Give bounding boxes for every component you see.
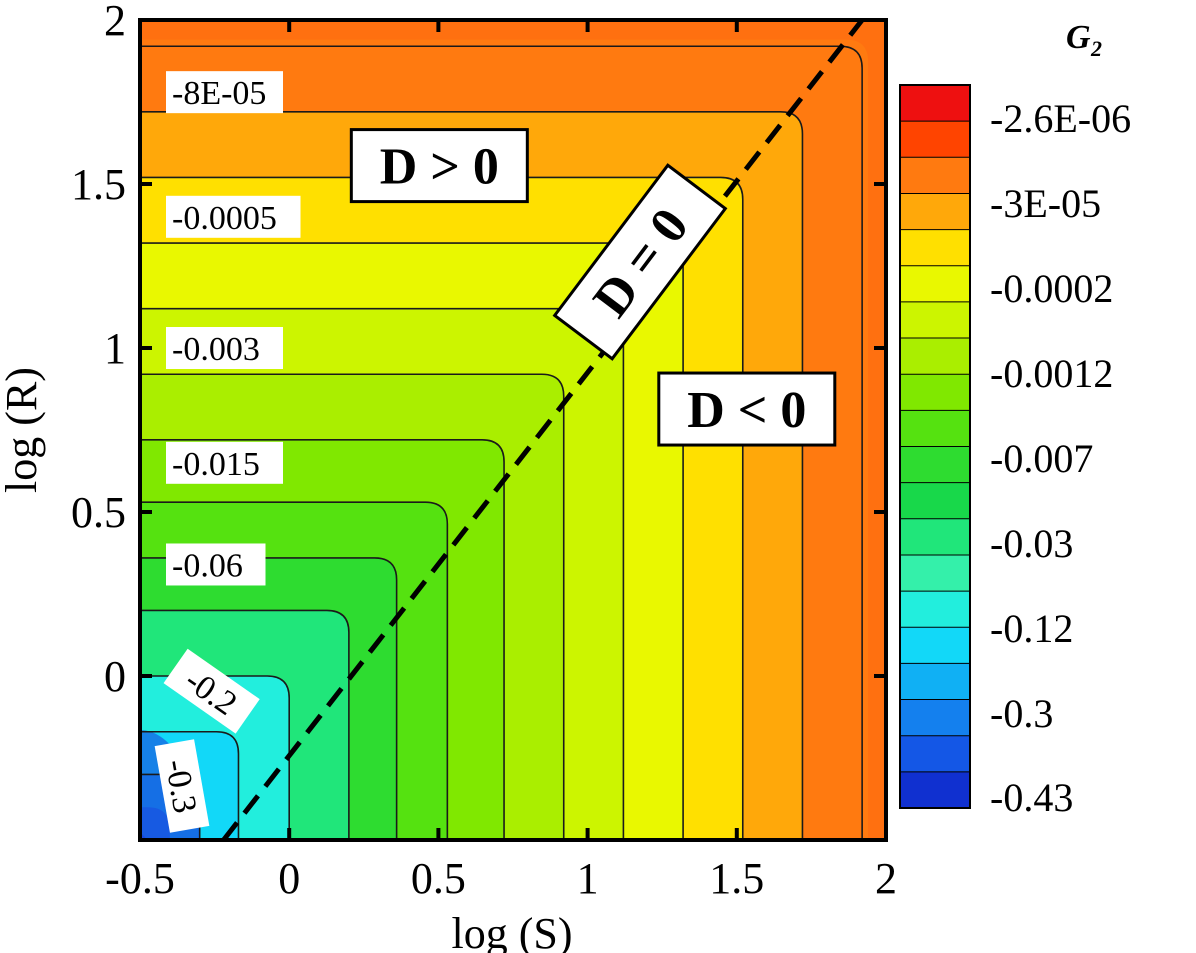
contour-label-bg <box>154 739 210 833</box>
y-axis-title: log (R) <box>0 367 46 493</box>
colorbar-swatch <box>900 338 970 375</box>
colorbar-tick-label: -0.43 <box>990 775 1073 820</box>
colorbar-swatch <box>900 627 970 664</box>
region-label-group: D < 0 <box>657 371 837 447</box>
colorbar-swatch <box>900 121 970 158</box>
contour-label: -0.3 <box>158 757 204 816</box>
colorbar-swatch <box>900 85 970 122</box>
colorbar-swatch <box>900 735 970 773</box>
contour-label: -0.06 <box>172 547 243 584</box>
colorbar-swatch <box>900 157 970 195</box>
contour-label-bg <box>166 327 283 369</box>
y-axis: 0 0.5 1 1.5 2 <box>71 0 886 842</box>
colorbar-tick-label: -0.03 <box>990 521 1073 566</box>
y-tick-label: 0.5 <box>71 488 126 537</box>
colorbar-swatch <box>900 410 970 448</box>
contour-label-bg <box>166 543 266 586</box>
region-label-group: D > 0 <box>349 128 529 204</box>
contour-line <box>140 373 565 840</box>
colorbar-tick-label: -0.007 <box>990 436 1093 481</box>
x-tick-label: 1.5 <box>709 854 764 903</box>
colorbar-swatch <box>900 374 970 411</box>
region-label: D > 0 <box>380 139 499 196</box>
colorbar-tick-label: -0.12 <box>990 606 1073 651</box>
x-tick-label: 1 <box>577 854 599 903</box>
colorbar: -2.6E-06 -3E-05 -0.0002 -0.0012 -0.007 -0.03 -… <box>899 19 1131 820</box>
x-tick-label: 0 <box>278 854 300 903</box>
contour-label-bg <box>166 441 283 484</box>
y-tick-label: 1 <box>104 324 126 373</box>
region-label-group: D = 0 <box>552 163 728 361</box>
colorbar-swatch <box>900 591 970 628</box>
colorbar-frame <box>899 84 971 809</box>
region-label-box <box>657 371 837 447</box>
x-axis-title: log (S) <box>452 909 573 953</box>
contour-line <box>140 730 240 840</box>
contour-line <box>140 675 290 840</box>
colorbar-swatch <box>900 554 970 592</box>
colorbar-tick-label: -0.0002 <box>990 266 1113 311</box>
x-axis: -0.5 0 0.5 1 1.5 2 <box>105 20 897 903</box>
colorbar-swatch <box>900 193 970 231</box>
x-tick-label: -0.5 <box>105 854 175 903</box>
y-tick-label: 0 <box>104 652 126 701</box>
contour-labels: -8E-05-0.0005-0.003-0.015-0.06-0.2-0.3 <box>154 71 301 833</box>
plot-frame <box>138 18 888 842</box>
contour-label: -8E-05 <box>172 75 266 112</box>
colorbar-tick-label: -2.6E-06 <box>990 96 1131 141</box>
colorbar-swatch <box>900 301 970 339</box>
contour-label-bg <box>166 71 283 114</box>
colorbar-swatch <box>900 482 970 520</box>
contour-label-bg <box>163 648 260 734</box>
colorbar-title-subscript: 2 <box>1090 36 1102 61</box>
colorbar-tick-label: -0.0012 <box>990 351 1113 396</box>
region-label: D < 0 <box>687 382 806 439</box>
contour-label: -0.015 <box>172 446 260 483</box>
colorbar-swatch <box>900 446 970 484</box>
contour-line <box>140 609 350 840</box>
colorbar-title: G <box>1066 19 1091 56</box>
colorbar-tick-label: -0.3 <box>990 691 1053 736</box>
contour-label-bg <box>166 195 301 238</box>
colorbar-swatch <box>900 663 970 701</box>
colorbar-swatch <box>900 265 970 303</box>
contour-line <box>140 439 505 840</box>
colorbar-tick-label: -3E-05 <box>990 181 1101 226</box>
x-tick-label: 0.5 <box>411 854 466 903</box>
colorbar-swatch <box>900 229 970 267</box>
y-tick-label: 1.5 <box>71 160 126 209</box>
region-label-box <box>552 163 728 361</box>
contour-line <box>140 501 449 840</box>
colorbar-swatch <box>900 771 970 809</box>
contour-label-rotated: -0.3 <box>154 739 210 833</box>
region-labels: D > 0 D < 0 D = 0 <box>349 128 837 447</box>
colorbar-swatch <box>900 518 970 556</box>
contour-line <box>140 557 398 840</box>
contour-label: -0.0005 <box>172 200 277 237</box>
x-tick-label: 2 <box>875 854 897 903</box>
colorbar-swatch <box>900 699 970 737</box>
region-label-box <box>349 128 529 204</box>
y-tick-label: 2 <box>104 0 126 45</box>
contour-label: -0.003 <box>172 331 260 368</box>
d-zero-dashed-line <box>221 18 865 842</box>
contour-line <box>140 111 804 840</box>
